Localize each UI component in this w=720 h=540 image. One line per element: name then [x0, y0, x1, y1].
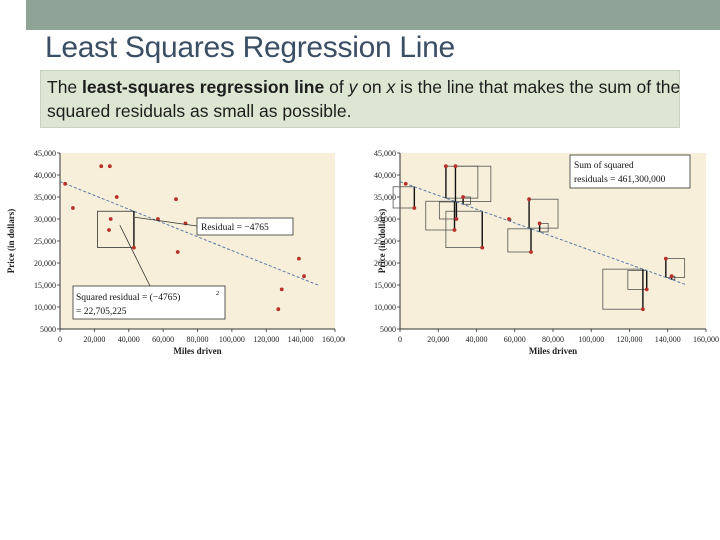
- data-point: [132, 245, 136, 250]
- y-axis-label: Price (in dollars): [377, 209, 387, 274]
- data-point: [70, 206, 75, 210]
- x-tick-label: 140,000: [288, 335, 314, 344]
- squared-callout-exponent: 2: [216, 290, 219, 297]
- ssr-callout-box: [569, 154, 691, 189]
- x-tick-label: 80,000: [542, 335, 564, 344]
- x-tick-label: 140,000: [655, 335, 681, 344]
- y-tick-label: 30,000: [374, 215, 396, 224]
- data-point: [99, 164, 104, 169]
- y-axis-label: Price (in dollars): [6, 209, 16, 274]
- def-x: x: [386, 77, 396, 97]
- data-point: [444, 164, 448, 169]
- x-tick-label: 40,000: [118, 335, 140, 344]
- data-point: [107, 164, 112, 169]
- x-tick-label: 20,000: [427, 335, 449, 344]
- y-tick-label: 25,000: [374, 237, 396, 246]
- regression-line: [59, 181, 318, 286]
- x-tick-label: 60,000: [504, 335, 526, 344]
- data-point: [640, 307, 645, 312]
- y-tick-label: 45,000: [374, 149, 396, 158]
- x-tick-label: 160,000: [693, 335, 719, 344]
- x-tick-label: 100,000: [219, 335, 245, 344]
- data-point: [507, 217, 511, 221]
- x-tick-label: 160,000: [322, 335, 345, 344]
- x-tick-label: 120,000: [617, 335, 643, 344]
- def-y: y: [348, 77, 358, 97]
- x-tick-label: 0: [398, 335, 402, 344]
- residual-leader: [134, 216, 198, 227]
- data-point: [403, 181, 408, 186]
- data-point: [452, 228, 457, 232]
- data-point: [108, 217, 113, 221]
- residual-scatter-chart: 5000 10,000 15,000 20,000 25,000 30,000 35,000…: [6, 149, 345, 356]
- residual-callout-box: [196, 217, 294, 236]
- data-point: [279, 287, 284, 292]
- data-point: [453, 164, 458, 169]
- squared-leader: [119, 225, 151, 287]
- x-tick-label: 20,000: [83, 335, 105, 344]
- slide-top-bar: [0, 0, 720, 30]
- data-point: [175, 250, 180, 254]
- y-tick-label: 20,000: [374, 259, 396, 268]
- definition-text: The least-squares regression line of y o…: [47, 75, 687, 123]
- data-point: [63, 181, 68, 186]
- y-tick-label: 25,000: [34, 237, 56, 246]
- x-tick-label: 60,000: [152, 335, 174, 344]
- data-point: [537, 221, 542, 226]
- ssr-callout-line2: residuals = 461,300,000: [574, 175, 666, 185]
- data-point: [529, 250, 533, 254]
- ssr-callout-line1: Sum of squared: [574, 160, 634, 171]
- x-tick-label: 120,000: [253, 335, 279, 344]
- regression-line: [399, 181, 688, 286]
- data-point: [174, 197, 178, 202]
- data-point: [454, 217, 459, 221]
- x-tick-label: 80,000: [187, 335, 209, 344]
- def-rest: is the line that makes the sum of the sq…: [47, 77, 681, 121]
- y-tick-label: 5000: [380, 325, 396, 334]
- data-point: [644, 287, 649, 292]
- y-tick-label: 40,000: [374, 171, 396, 180]
- data-point: [669, 274, 674, 279]
- def-intro: The: [47, 77, 83, 97]
- data-point: [663, 256, 668, 261]
- data-point: [461, 195, 466, 199]
- y-tick-label: 35,000: [34, 193, 56, 202]
- def-term: least-squares regression line: [82, 77, 325, 97]
- y-tick-label: 35,000: [374, 193, 396, 202]
- y-tick-label: 5000: [40, 325, 56, 334]
- y-tick-label: 10,000: [374, 303, 396, 312]
- data-point: [412, 206, 417, 210]
- data-point: [302, 274, 306, 279]
- def-of: of: [324, 77, 349, 97]
- data-point: [156, 217, 160, 221]
- data-point: [297, 256, 301, 261]
- def-on: on: [357, 77, 387, 97]
- y-tick-label: 15,000: [34, 281, 56, 290]
- slide-title: Least Squares Regression Line: [45, 31, 455, 64]
- y-tick-label: 20,000: [34, 259, 56, 268]
- data-point: [480, 245, 485, 250]
- x-tick-label: 0: [58, 335, 62, 344]
- x-tick-label: 40,000: [466, 335, 488, 344]
- data-point: [276, 307, 281, 312]
- y-tick-label: 45,000: [34, 149, 56, 158]
- data-point: [107, 228, 111, 232]
- x-axis-label: Miles driven: [173, 346, 221, 356]
- squared-callout-value: = 22,705,225: [76, 307, 127, 317]
- y-tick-label: 15,000: [374, 281, 396, 290]
- definition-box: [40, 70, 680, 128]
- squared-callout-box: [72, 285, 226, 320]
- data-point: [114, 195, 119, 199]
- squared-callout-text: Squared residual = (−4765): [76, 292, 180, 303]
- x-tick-label: 100,000: [578, 335, 604, 344]
- y-tick-label: 30,000: [34, 215, 56, 224]
- squared-residuals-chart: 5000 10,000 15,000 20,000 25,000 30,000 35,000…: [374, 149, 719, 356]
- x-axis-label: Miles driven: [529, 346, 577, 356]
- data-point: [527, 197, 531, 202]
- residual-callout-text: Residual = −4765: [201, 223, 269, 233]
- y-tick-label: 10,000: [34, 303, 56, 312]
- top-bar-accent: [0, 0, 26, 30]
- y-tick-label: 40,000: [34, 171, 56, 180]
